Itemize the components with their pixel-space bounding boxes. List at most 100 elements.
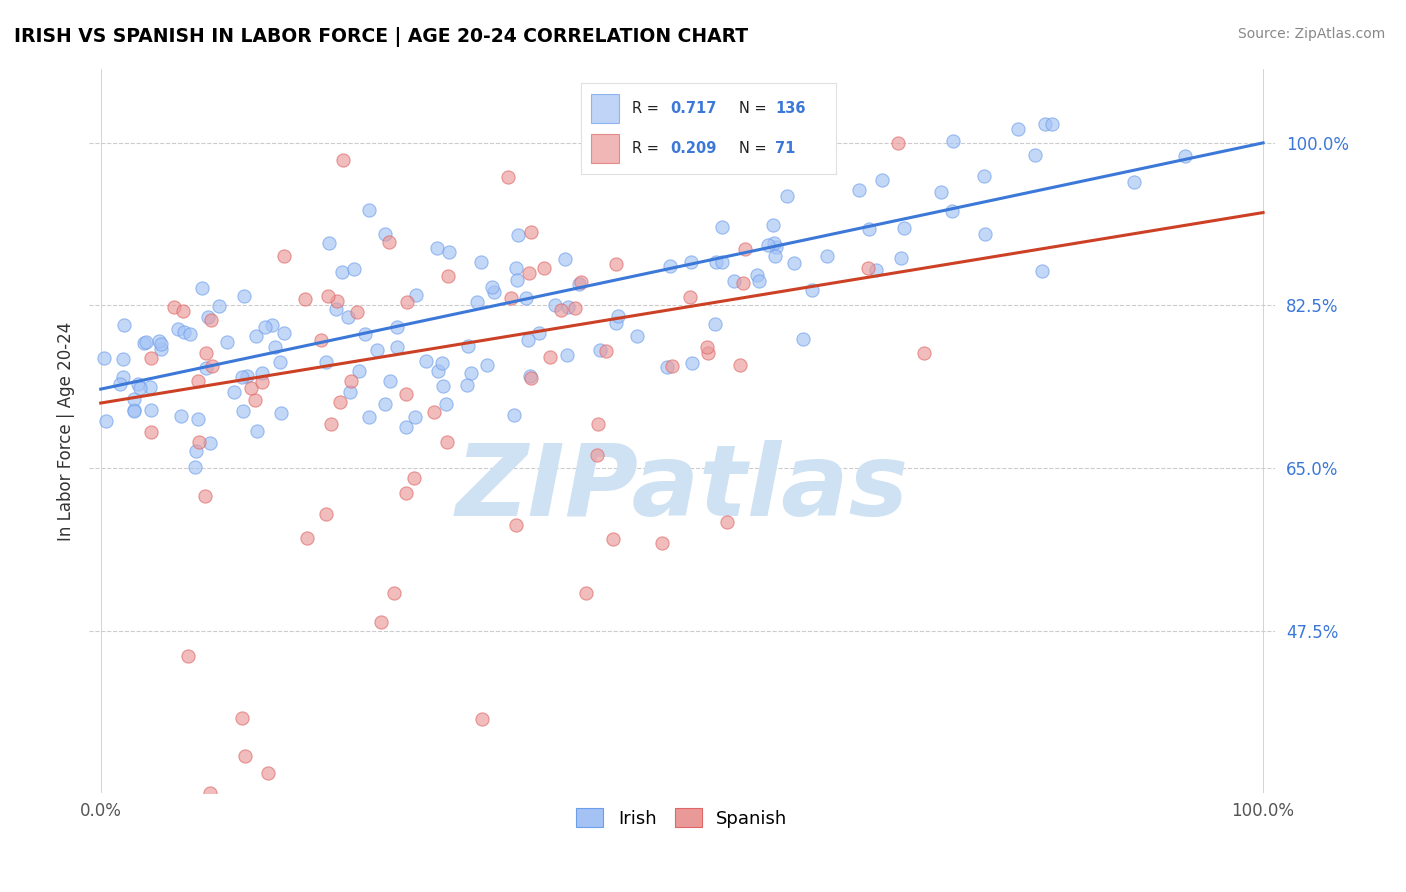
Point — [564, 301, 586, 316]
Point — [506, 273, 529, 287]
Point — [626, 328, 648, 343]
Point — [172, 304, 194, 318]
Point — [239, 381, 262, 395]
Point — [378, 374, 401, 388]
Point — [339, 385, 361, 400]
Point — [336, 310, 359, 325]
Point — [501, 291, 523, 305]
Point — [651, 536, 673, 550]
Point — [343, 262, 366, 277]
Y-axis label: In Labor Force | Age 20-24: In Labor Force | Age 20-24 — [58, 321, 75, 541]
Point — [231, 370, 253, 384]
Point — [270, 406, 292, 420]
Point — [122, 403, 145, 417]
Point — [886, 136, 908, 150]
Point — [179, 326, 201, 341]
Point — [374, 227, 396, 241]
Text: Source: ZipAtlas.com: Source: ZipAtlas.com — [1237, 27, 1385, 41]
Point — [716, 516, 738, 530]
Point — [856, 261, 879, 276]
Point — [200, 313, 222, 327]
Point — [575, 586, 598, 600]
Point — [395, 485, 418, 500]
Point — [111, 352, 134, 367]
Point — [326, 294, 349, 309]
Point — [405, 287, 427, 301]
Point — [870, 172, 893, 186]
Point — [471, 713, 494, 727]
Point — [434, 397, 457, 411]
Point — [250, 366, 273, 380]
Point — [254, 320, 277, 334]
Point — [346, 305, 368, 319]
Point — [508, 228, 530, 243]
Point — [456, 378, 478, 392]
Point — [359, 202, 381, 217]
Point — [527, 326, 550, 340]
Legend: Irish, Spanish: Irish, Spanish — [569, 801, 794, 835]
Point — [150, 337, 173, 351]
Point — [222, 385, 245, 400]
Point — [359, 409, 381, 424]
Point — [184, 460, 207, 475]
Point — [347, 364, 370, 378]
Point — [231, 711, 253, 725]
Point — [340, 374, 363, 388]
Point — [1024, 148, 1046, 162]
Point — [475, 358, 498, 372]
Point — [655, 359, 678, 374]
Point — [460, 366, 482, 380]
Point — [557, 300, 579, 314]
Point — [503, 408, 526, 422]
Point — [498, 170, 520, 185]
Point — [659, 259, 682, 273]
Point — [273, 326, 295, 340]
Point — [329, 395, 352, 409]
Point — [941, 204, 963, 219]
Point — [370, 615, 392, 629]
Point — [470, 255, 492, 269]
Point — [201, 359, 224, 373]
Point — [607, 309, 630, 323]
Point — [404, 470, 426, 484]
Point — [294, 292, 316, 306]
Point — [482, 285, 505, 299]
Point — [404, 410, 426, 425]
Point — [519, 371, 541, 385]
Point — [233, 749, 256, 764]
Point — [139, 425, 162, 439]
Point — [232, 403, 254, 417]
Point — [129, 381, 152, 395]
Point — [538, 350, 561, 364]
Point — [893, 221, 915, 235]
Point — [763, 249, 786, 263]
Point — [792, 332, 814, 346]
Point — [167, 321, 190, 335]
Point — [783, 256, 806, 270]
Point — [711, 219, 734, 234]
Point — [332, 153, 354, 167]
Point — [661, 359, 683, 373]
Point — [554, 252, 576, 267]
Point — [395, 419, 418, 434]
Point — [728, 358, 751, 372]
Point — [973, 169, 995, 183]
Point — [555, 348, 578, 362]
Point — [257, 765, 280, 780]
Point — [366, 343, 388, 357]
Point — [198, 436, 221, 450]
Point — [93, 351, 115, 366]
Point — [374, 397, 396, 411]
Point — [173, 326, 195, 340]
Point — [568, 277, 591, 291]
Point — [681, 255, 703, 269]
Point — [315, 355, 337, 369]
Point — [194, 361, 217, 376]
Point — [762, 218, 785, 232]
Point — [465, 295, 488, 310]
Point — [188, 434, 211, 449]
Point — [122, 392, 145, 407]
Point — [309, 333, 332, 347]
Point — [318, 235, 340, 250]
Point — [187, 411, 209, 425]
